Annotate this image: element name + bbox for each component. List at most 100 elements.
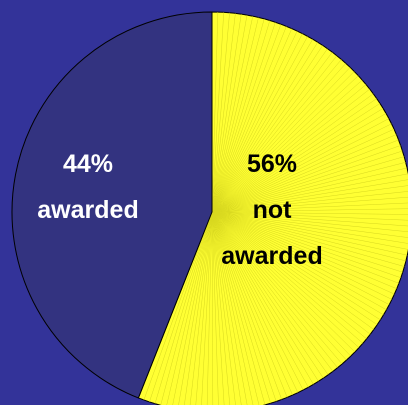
shading-ray: [211, 128, 395, 213]
shading-ray: [211, 211, 384, 316]
shading-ray: [211, 45, 323, 213]
shading-ray: [211, 211, 408, 250]
shading-ray: [211, 88, 370, 213]
shading-ray: [211, 42, 318, 213]
slice-label-awarded-line-0: 44%: [63, 150, 113, 178]
shading-ray: [211, 211, 304, 391]
shading-ray: [211, 98, 377, 213]
shading-ray: [211, 211, 338, 368]
shading-ray: [211, 211, 390, 305]
shading-ray: [178, 211, 213, 405]
shading-ray: [211, 211, 395, 295]
shading-ray: [211, 211, 401, 279]
shading-ray: [189, 211, 213, 405]
shading-ray: [195, 211, 213, 405]
shading-ray: [211, 71, 355, 213]
shading-ray: [211, 211, 374, 330]
shading-ray: [211, 211, 367, 340]
shading-ray: [211, 211, 293, 396]
shading-ray: [211, 211, 334, 372]
shading-ray: [211, 211, 343, 365]
shading-ray: [211, 145, 401, 213]
shading-ray: [211, 211, 225, 405]
shading-ray: [211, 93, 374, 213]
shading-ray: [211, 156, 405, 213]
shading-ray: [211, 211, 214, 405]
slice-label-not-awarded-line-2: awarded: [221, 242, 322, 270]
shading-ray: [211, 211, 356, 353]
shading-ray: [211, 211, 266, 405]
pie-slices: [11, 11, 408, 405]
shading-ray: [211, 211, 299, 393]
shading-ray: [211, 55, 338, 213]
shading-ray: [143, 211, 213, 401]
shading-ray: [211, 20, 271, 213]
shading-ray: [211, 211, 219, 405]
shading-ray: [211, 211, 381, 321]
shading-ray: [211, 75, 359, 213]
shading-ray: [211, 123, 392, 213]
shading-ray: [172, 211, 213, 405]
shading-ray: [154, 211, 213, 404]
shading-ray: [211, 150, 403, 213]
shading-ray: [211, 36, 308, 213]
shading-ray: [211, 48, 328, 213]
shading-ray: [211, 67, 351, 213]
shading-ray: [166, 211, 213, 405]
shading-ray: [211, 208, 408, 213]
shading-ray: [211, 211, 405, 267]
pie-labels: 56% not awarded 44% awarded: [37, 150, 322, 270]
slice-label-awarded-line-1: awarded: [37, 196, 138, 224]
shading-ray: [211, 211, 408, 238]
shading-ray: [211, 191, 408, 213]
shading-ray: [211, 108, 384, 213]
shading-ray: [211, 211, 282, 400]
shading-ray: [211, 211, 254, 405]
pie-slice-not-awarded: [137, 11, 408, 405]
shading-ray: [211, 26, 287, 213]
shading-ray: [211, 134, 397, 213]
shading-ray: [211, 211, 406, 262]
shading-ray: [211, 173, 408, 213]
shading-ray: [211, 211, 351, 357]
shading-ray: [211, 211, 324, 379]
shading-ray: [211, 211, 378, 325]
slice-label-not-awarded-line-1: not: [253, 196, 293, 224]
shading-ray: [211, 63, 347, 213]
shading-ray: [211, 211, 371, 335]
shading-ray: [211, 202, 408, 213]
shading-ray: [211, 211, 408, 244]
shading-ray: [201, 211, 213, 405]
shading-ray: [211, 211, 347, 361]
shading-ray: [211, 13, 236, 213]
shading-ray: [211, 12, 219, 213]
shading-ray: [211, 15, 248, 213]
shading-ray: [184, 211, 213, 405]
shading-ray: [211, 118, 389, 213]
shading-ray: [211, 211, 236, 405]
shading-ray: [211, 162, 406, 213]
shading-ray: [211, 139, 399, 213]
shading-ray: [211, 211, 408, 233]
shading-ray: [211, 211, 360, 348]
shading-ray: [211, 167, 408, 213]
shading-ray: [211, 17, 259, 213]
slice-label-not-awarded-line-0: 56%: [247, 150, 297, 178]
shading-ray: [211, 211, 309, 388]
shading-ray: [211, 22, 276, 213]
shading-ray: [211, 211, 319, 382]
shading-ray: [211, 18, 265, 213]
shading-ray: [211, 211, 399, 284]
shading-ray: [160, 211, 213, 405]
pie-slice-shading: [143, 12, 408, 405]
shading-ray: [211, 59, 342, 213]
shading-ray: [211, 24, 282, 213]
shading-ray: [211, 12, 230, 213]
shading-ray: [211, 211, 392, 300]
shading-ray: [211, 52, 333, 213]
shading-ray: [211, 211, 271, 404]
shading-ray: [211, 211, 364, 344]
shading-ray: [211, 30, 298, 213]
